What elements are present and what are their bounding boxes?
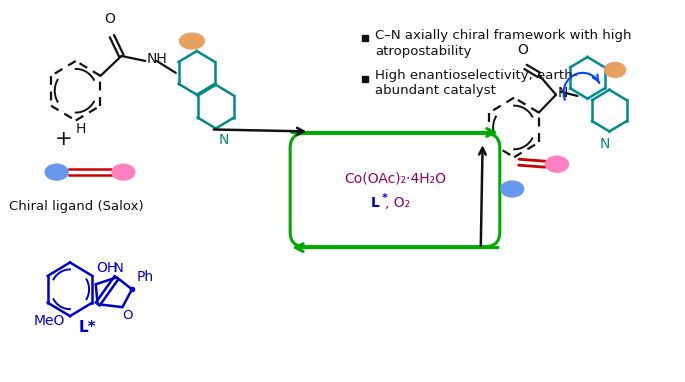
Text: L: L — [371, 196, 379, 210]
Ellipse shape — [545, 156, 569, 172]
Text: O: O — [517, 43, 528, 57]
Ellipse shape — [112, 164, 135, 180]
Text: N: N — [558, 86, 569, 100]
Text: Ph: Ph — [137, 270, 154, 284]
Text: H: H — [75, 123, 86, 136]
Ellipse shape — [605, 62, 625, 77]
Ellipse shape — [501, 181, 523, 197]
Text: , O₂: , O₂ — [386, 196, 410, 210]
Text: N: N — [114, 262, 123, 275]
Text: MeO: MeO — [34, 314, 65, 328]
Ellipse shape — [45, 164, 68, 180]
Text: Chiral ligand (Salox): Chiral ligand (Salox) — [9, 201, 144, 214]
Text: *: * — [382, 193, 388, 203]
Text: atropostability: atropostability — [375, 45, 471, 58]
Text: C–N axially chiral framework with high: C–N axially chiral framework with high — [375, 29, 632, 42]
Ellipse shape — [179, 33, 204, 49]
Text: O: O — [122, 309, 132, 322]
Text: abundant catalyst: abundant catalyst — [375, 84, 496, 97]
Text: N: N — [219, 133, 229, 147]
FancyBboxPatch shape — [290, 133, 500, 247]
Text: +: + — [55, 129, 72, 149]
Text: NH: NH — [146, 52, 167, 66]
Text: Co(OAc)₂·4H₂O: Co(OAc)₂·4H₂O — [344, 171, 446, 185]
Text: High enantioselectivity, earth-: High enantioselectivity, earth- — [375, 70, 577, 83]
Text: N: N — [599, 138, 610, 151]
Text: L*: L* — [78, 320, 96, 335]
Text: O: O — [105, 12, 116, 26]
Text: OH: OH — [96, 261, 117, 275]
